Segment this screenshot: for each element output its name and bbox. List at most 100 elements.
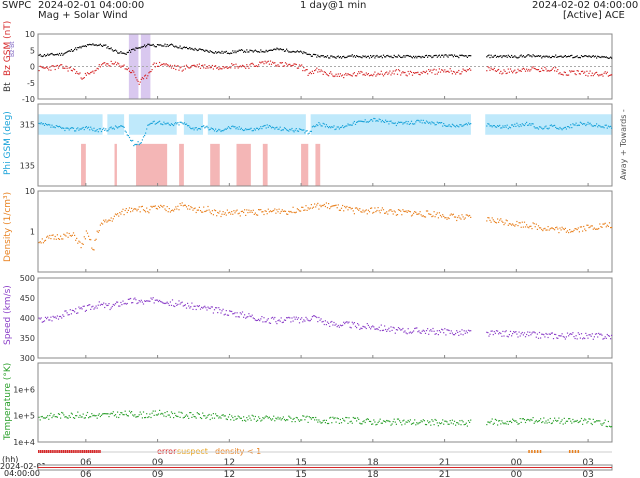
bz-point-435 <box>521 68 523 70</box>
phi-point-118 <box>165 123 167 125</box>
phi-point-52 <box>94 130 96 132</box>
bt-point-515 <box>607 57 609 59</box>
phi-point-169 <box>220 130 222 133</box>
phi-point-182 <box>234 126 236 128</box>
temperature-point-57 <box>99 415 101 418</box>
phi-point-419 <box>504 125 506 127</box>
speed-point-60 <box>103 302 105 304</box>
density-point-187 <box>239 215 241 217</box>
speed-point-386 <box>453 334 456 336</box>
bz-point-419 <box>504 70 506 72</box>
bt-point-295 <box>356 55 358 57</box>
bt-point-500 <box>591 55 593 57</box>
bz-point-218 <box>273 62 275 64</box>
phi-point-430 <box>516 122 518 124</box>
phi-point-271 <box>330 127 332 129</box>
speed-point-491 <box>582 338 584 340</box>
density-point-389 <box>457 216 459 219</box>
speed-point-123 <box>170 304 173 306</box>
density-point-62 <box>105 219 107 221</box>
temperature-point-382 <box>449 420 451 422</box>
bt-point-462 <box>550 56 552 59</box>
temperature-point-76 <box>120 412 122 414</box>
bt-point-406 <box>490 54 492 56</box>
phi-point-53 <box>95 130 97 132</box>
phi-point-472 <box>561 129 563 131</box>
phi-point-92 <box>137 141 139 143</box>
density-point-34 <box>75 239 77 241</box>
speed-point-374 <box>441 328 443 330</box>
bz-point-461 <box>549 70 551 72</box>
speed-ytick-4: 300 <box>20 354 35 363</box>
temperature-point-39 <box>80 416 82 418</box>
phi-point-350 <box>415 121 417 123</box>
temperature-point-100 <box>146 413 148 415</box>
phi-point-97 <box>142 136 145 138</box>
phi-point-247 <box>304 132 306 134</box>
phi-point-272 <box>331 126 333 128</box>
bt-point-312 <box>374 57 376 59</box>
bt-point-259 <box>317 54 319 56</box>
density-point-163 <box>213 209 216 211</box>
temperature-point-331 <box>394 421 396 423</box>
bt-point-449 <box>536 55 538 57</box>
bz-point-448 <box>535 68 537 71</box>
speed-point-95 <box>140 299 142 301</box>
speed-point-359 <box>424 332 427 334</box>
density-point-261 <box>319 204 321 206</box>
speed-point-91 <box>136 302 138 305</box>
speed-point-483 <box>573 336 575 338</box>
phi-point-504 <box>596 123 598 125</box>
temperature-point-307 <box>368 420 371 422</box>
phi-point-24 <box>64 129 66 132</box>
speed-point-108 <box>154 299 156 301</box>
temperature-point-309 <box>371 423 373 425</box>
bt-point-121 <box>168 44 170 46</box>
bt-point-457 <box>545 55 547 57</box>
density-point-298 <box>359 208 361 210</box>
phi-point-407 <box>491 126 493 128</box>
speed-point-213 <box>267 318 269 320</box>
bt-point-119 <box>166 44 168 46</box>
density-point-60 <box>103 219 105 221</box>
bt-point-492 <box>583 55 585 58</box>
bz-point-117 <box>164 64 166 66</box>
density-point-511 <box>603 223 605 225</box>
bz-point-160 <box>210 66 212 69</box>
density-point-78 <box>122 208 124 210</box>
speed-point-191 <box>244 314 246 316</box>
temperature-point-504 <box>596 420 598 422</box>
phi-point-157 <box>207 127 209 129</box>
density-point-33 <box>74 234 76 236</box>
speed-point-493 <box>584 337 586 340</box>
phi-point-478 <box>568 126 570 128</box>
xtick-label-bottom-5: 21 <box>439 470 450 478</box>
temperature-point-187 <box>239 417 241 419</box>
temperature-point-510 <box>602 423 604 425</box>
bt-point-78 <box>122 52 124 54</box>
density-point-396 <box>464 217 466 219</box>
temperature-point-143 <box>192 414 194 416</box>
bt-point-115 <box>162 45 164 47</box>
density-point-365 <box>431 216 433 218</box>
bt-point-424 <box>509 56 512 58</box>
bt-point-182 <box>234 50 236 52</box>
bz-point-407 <box>491 68 493 70</box>
phi-point-151 <box>201 126 203 128</box>
bt-point-478 <box>568 55 570 57</box>
bt-point-496 <box>587 56 589 58</box>
density-point-186 <box>238 212 240 214</box>
density-point-402 <box>486 220 488 222</box>
speed-point-248 <box>305 316 307 318</box>
speed-point-81 <box>125 303 127 305</box>
bt-point-225 <box>280 48 282 50</box>
bz-point-170 <box>221 68 223 70</box>
bz-point-386 <box>453 71 456 73</box>
bz-point-456 <box>544 66 546 68</box>
bt-point-112 <box>159 44 161 46</box>
phi-point-242 <box>298 128 301 130</box>
bz-point-132 <box>180 66 182 68</box>
bt-point-26 <box>66 51 68 53</box>
phi-point-432 <box>518 126 520 128</box>
phi-point-56 <box>98 128 100 130</box>
